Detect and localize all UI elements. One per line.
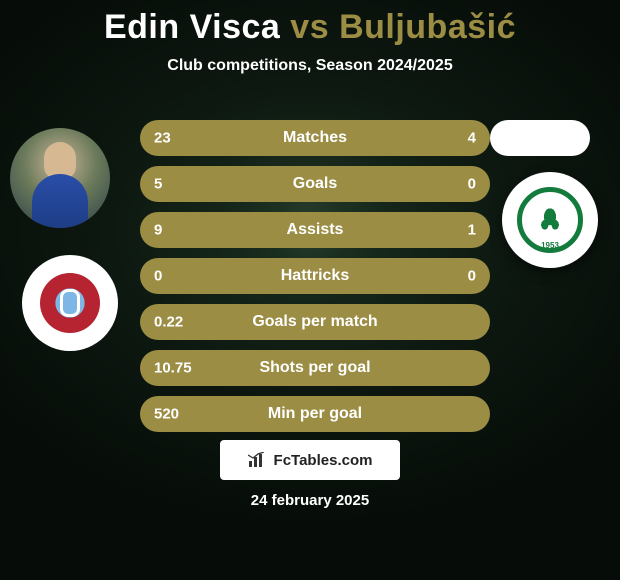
stat-label: Goals per match — [252, 313, 377, 331]
player2-club-logo: 1953 — [502, 172, 598, 268]
stat-label: Hattricks — [281, 267, 349, 285]
stat-left-value: 5 — [154, 176, 162, 193]
title-player1: Edin Visca — [104, 8, 280, 46]
stat-row: 10.75 Shots per goal — [140, 350, 490, 386]
stat-label: Matches — [283, 129, 347, 147]
page-title: Edin Visca vs Buljubašić — [0, 0, 620, 47]
stat-left-value: 0.22 — [154, 314, 183, 331]
stat-label: Min per goal — [268, 405, 362, 423]
stat-row: 9 Assists 1 — [140, 212, 490, 248]
stat-row: 520 Min per goal — [140, 396, 490, 432]
stat-right-value: 0 — [468, 268, 476, 285]
stats-comparison: 23 Matches 4 5 Goals 0 9 Assists 1 0 Hat… — [140, 120, 490, 442]
bar-chart-icon — [248, 452, 268, 468]
player1-avatar — [10, 128, 110, 228]
stat-right-value: 4 — [468, 130, 476, 147]
title-player2: Buljubašić — [339, 8, 516, 46]
stat-label: Assists — [287, 221, 344, 239]
stat-left-value: 0 — [154, 268, 162, 285]
stat-label: Goals — [293, 175, 337, 193]
stat-left-value: 10.75 — [154, 360, 192, 377]
player2-avatar — [490, 120, 590, 156]
stat-left-value: 9 — [154, 222, 162, 239]
fctables-badge: FcTables.com — [220, 440, 400, 480]
stat-left-value: 23 — [154, 130, 171, 147]
club-founding-year: 1953 — [541, 241, 559, 250]
stat-row: 0 Hattricks 0 — [140, 258, 490, 294]
stat-row: 0.22 Goals per match — [140, 304, 490, 340]
stat-left-value: 520 — [154, 406, 179, 423]
fctables-text: FcTables.com — [274, 452, 373, 469]
stat-right-value: 1 — [468, 222, 476, 239]
date: 24 february 2025 — [251, 492, 369, 509]
stat-label: Shots per goal — [259, 359, 370, 377]
stat-row: 5 Goals 0 — [140, 166, 490, 202]
stat-right-value: 0 — [468, 176, 476, 193]
title-vs: vs — [290, 8, 329, 46]
subtitle: Club competitions, Season 2024/2025 — [0, 57, 620, 75]
stat-row: 23 Matches 4 — [140, 120, 490, 156]
player1-club-logo — [22, 255, 118, 351]
